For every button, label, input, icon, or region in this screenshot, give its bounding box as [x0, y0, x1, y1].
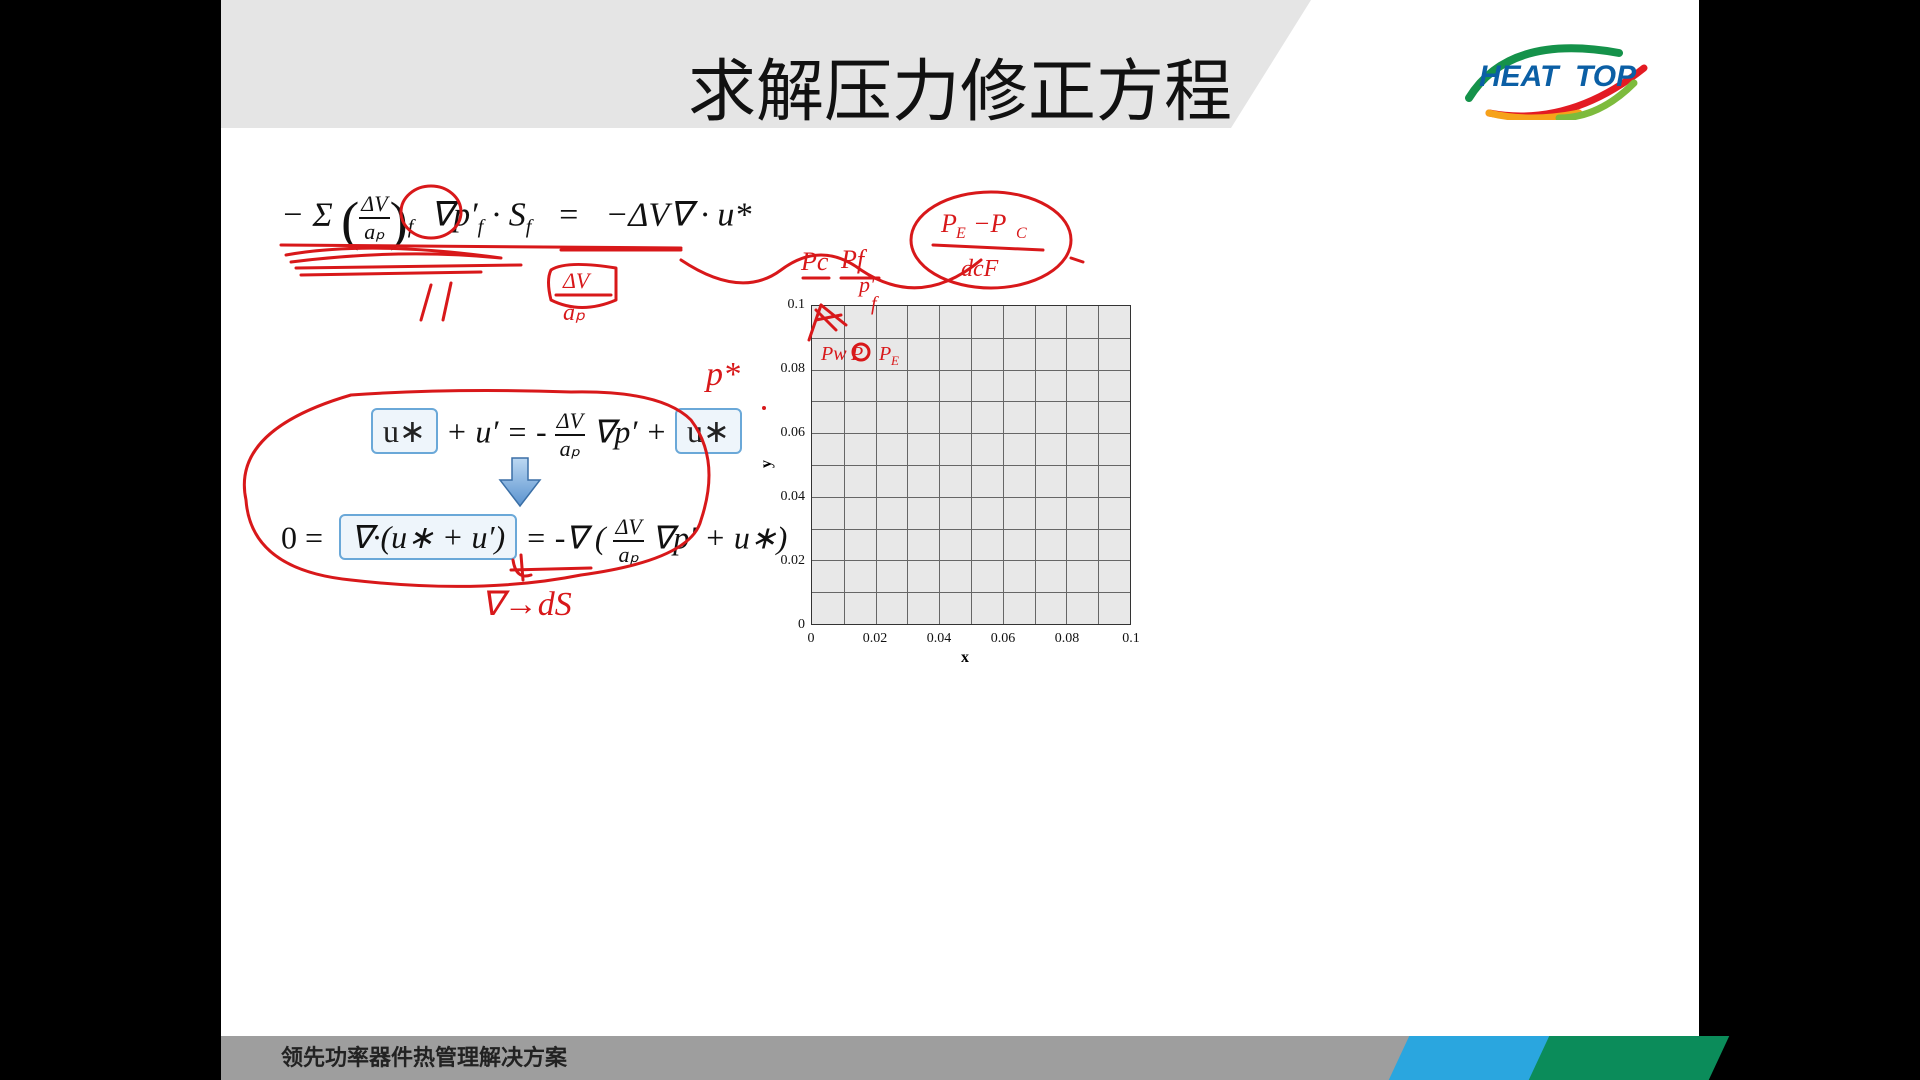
x-axis-label: x [961, 649, 969, 667]
eq1-equals: = [557, 196, 580, 233]
y-tick: 0.08 [781, 361, 806, 377]
equation-3: 0 = ∇·(u∗ + u′) = -∇ ( ΔV aₚ ∇p′ + u∗) [281, 514, 787, 568]
slide: 求解压力修正方程 HEAT TOP − Σ ( ΔV aₚ )f ∇p′f · … [221, 0, 1699, 1080]
svg-text:aₚ: aₚ [563, 300, 586, 326]
svg-text:ΔV: ΔV [562, 268, 592, 293]
y-tick: 0.04 [781, 489, 806, 505]
svg-text:Pf: Pf [840, 245, 868, 274]
eq1-frac-den: aₚ [359, 219, 389, 245]
eq2-middle: + u′ = - [446, 413, 547, 449]
x-tick: 0.02 [863, 631, 888, 647]
svg-text:dcF: dcF [961, 256, 999, 282]
svg-text:p*: p* [704, 356, 740, 393]
svg-text:P: P [940, 209, 957, 238]
svg-text:−P: −P [973, 209, 1007, 238]
y-tick: 0.06 [781, 425, 806, 441]
svg-text:Pc: Pc [800, 247, 829, 276]
eq1-dot-sf: · S [492, 196, 526, 233]
eq1-frac-num: ΔV [359, 191, 389, 219]
eq1-sub-f: f [408, 216, 414, 238]
svg-text:∇→dS: ∇→dS [481, 586, 572, 623]
x-tick: 0.1 [1122, 631, 1140, 647]
svg-text:E: E [955, 225, 966, 242]
svg-text:C: C [1016, 225, 1027, 242]
y-tick: 0 [798, 617, 805, 633]
eq1-minus-sigma: − Σ [281, 196, 333, 233]
svg-text:p′: p′ [857, 272, 876, 297]
eq1-grad-pf: ∇p′ [430, 196, 477, 233]
eq2-ustar-box-2: u∗ [675, 408, 742, 454]
equation-2: u∗ + u′ = - ΔV aₚ ∇p′ + u∗ [371, 408, 742, 462]
eq3-eq-neg-grad: = -∇ ( [525, 519, 605, 555]
equation-1: − Σ ( ΔV aₚ )f ∇p′f · Sf = −ΔV∇ · u* [281, 190, 751, 252]
eq2-tail: ∇p′ + [593, 413, 667, 449]
svg-text:HEAT: HEAT [1479, 60, 1561, 93]
x-tick: 0 [808, 631, 815, 647]
svg-text:TOP: TOP [1575, 60, 1637, 93]
x-tick: 0.06 [991, 631, 1016, 647]
footer-text: 领先功率器件热管理解决方案 [281, 1040, 567, 1072]
eq3-div-box: ∇·(u∗ + u′) [339, 514, 517, 560]
x-tick: 0.08 [1055, 631, 1080, 647]
y-tick: 0.1 [788, 297, 806, 313]
eq1-rhs: −ΔV∇ · u* [605, 196, 751, 233]
x-tick: 0.04 [927, 631, 952, 647]
y-axis-label: y [758, 460, 776, 468]
eq3-zero: 0 = [281, 519, 323, 555]
plot-area [811, 305, 1131, 625]
eq2-ustar-box: u∗ [371, 408, 438, 454]
footer-accent-green [1529, 1036, 1730, 1080]
y-tick: 0.02 [781, 553, 806, 569]
grid-chart: y x 0 0.02 0.04 0.06 0.08 0.1 0 0.02 0.04 0.06 0.0… [761, 295, 1161, 667]
arrow-down-icon [496, 456, 544, 513]
heat-top-logo: HEAT TOP [1449, 28, 1659, 120]
